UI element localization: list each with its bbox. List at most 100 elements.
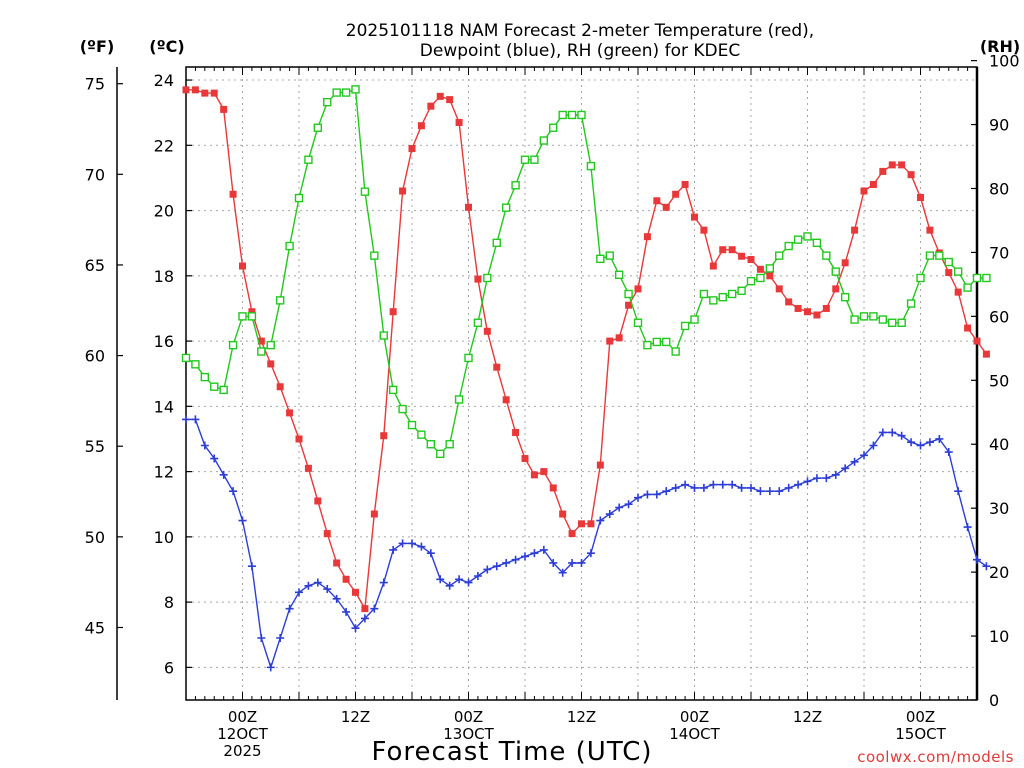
temperature-point	[587, 520, 595, 528]
source-credit: coolwx.com/models	[857, 748, 1014, 766]
time-tick-label: 2025	[223, 742, 261, 760]
dewpoint-point	[276, 634, 285, 643]
fahrenheit-tick-label: 70	[85, 165, 105, 184]
rh-point	[360, 187, 370, 196]
rh-point	[492, 238, 501, 248]
temperature-point	[672, 190, 680, 198]
celsius-tick-label: 22	[154, 136, 174, 155]
fahrenheit-tick-label: 45	[85, 618, 105, 637]
temperature-point	[756, 265, 764, 273]
dewpoint-line	[186, 418, 987, 670]
rh-point	[972, 273, 982, 283]
rh-point	[840, 292, 850, 302]
temperature-point	[860, 187, 868, 195]
dewpoint-point	[408, 539, 416, 548]
temperature-point	[333, 559, 341, 567]
rh-point	[370, 251, 379, 260]
temperature-point	[370, 510, 378, 518]
temperature-point	[295, 435, 303, 443]
rh-point	[285, 241, 294, 251]
celsius-tick-label: 6	[164, 658, 174, 677]
fahrenheit-axis: 45 50 55 60 65 70 75	[85, 75, 123, 637]
dewpoint-point	[765, 487, 774, 496]
rh-point	[953, 267, 963, 276]
rh-point	[511, 181, 520, 190]
dewpoint-point	[351, 624, 360, 633]
dewpoint-point	[568, 558, 577, 567]
chart-title-line-2: Dewpoint (blue), RH (green) for KDEC	[420, 41, 740, 61]
rh-point	[228, 340, 238, 350]
time-tick-label: 00Z	[906, 708, 935, 726]
celsius-tick-label: 16	[154, 332, 174, 351]
dewpoint-point	[860, 451, 868, 460]
rh-point	[812, 238, 822, 248]
time-tick-label: 00Z	[228, 708, 257, 726]
temperature-point	[841, 259, 849, 267]
rh-point	[614, 270, 624, 280]
temperature-point	[982, 350, 990, 358]
dewpoint-point	[285, 604, 294, 613]
rh-point	[803, 232, 812, 241]
temperature-point	[907, 171, 915, 179]
dewpoint-point	[257, 634, 266, 643]
rh-point	[982, 273, 991, 283]
chart-title-line-1: 2025101118 NAM Forecast 2-meter Temperat…	[346, 21, 814, 41]
dewpoint-point	[681, 480, 690, 489]
rh-tick-label: 80	[989, 179, 1009, 198]
dewpoint-point	[747, 483, 755, 492]
dewpoint-point	[200, 441, 209, 450]
temperature-point	[455, 118, 463, 126]
time-tick-label: 12Z	[341, 708, 370, 726]
rh-point	[906, 299, 916, 308]
time-tick-label: 15OCT	[895, 725, 946, 743]
rh-point	[577, 110, 586, 120]
temperature-point	[832, 285, 840, 293]
dewpoint-point	[634, 493, 642, 502]
celsius-unit-label: (ºC)	[149, 37, 184, 56]
rh-point	[407, 420, 417, 430]
rh-point	[436, 449, 445, 459]
dewpoint-point	[963, 523, 972, 532]
temperature-point	[869, 180, 877, 188]
dewpoint-point	[756, 487, 765, 496]
temperature-point	[521, 455, 529, 463]
rh-point	[596, 254, 605, 264]
temperature-point	[549, 484, 557, 492]
rh-point	[746, 276, 756, 286]
rh-point	[935, 251, 944, 260]
fahrenheit-tick-label: 60	[85, 347, 105, 366]
dewpoint-point	[954, 487, 963, 496]
rh-point	[266, 340, 275, 350]
dewpoint-point	[558, 568, 567, 577]
dewpoint-point	[822, 474, 831, 483]
temperature-point	[578, 520, 585, 528]
dewpoint-point	[549, 558, 558, 567]
rh-point	[586, 161, 596, 171]
dewpoint-point	[539, 545, 548, 554]
rh-point	[643, 340, 652, 350]
celsius-tick-label: 10	[154, 528, 174, 547]
temperature-point	[342, 575, 350, 583]
dewpoint-point	[728, 480, 737, 489]
dewpoint-point	[464, 578, 473, 587]
temperature-point	[879, 167, 887, 175]
temperature-point	[191, 86, 199, 94]
dewpoint-point	[869, 441, 878, 450]
rh-point	[388, 385, 398, 395]
rh-point	[294, 193, 304, 203]
dewpoint-point	[229, 487, 238, 496]
rh-tick-label: 60	[989, 307, 1009, 326]
series-layer	[181, 85, 991, 672]
rh-point	[181, 353, 191, 363]
time-tick-label: 13OCT	[443, 725, 494, 743]
dewpoint-point	[812, 474, 821, 483]
fahrenheit-tick-label: 65	[85, 256, 105, 275]
rh-point	[897, 318, 906, 327]
dewpoint-point	[360, 614, 369, 623]
temperature-point	[229, 190, 237, 198]
temperature-point	[540, 468, 548, 476]
rh-point	[850, 315, 859, 324]
rh-tick-label: 10	[989, 627, 1009, 646]
rh-point	[417, 430, 426, 439]
rh-series	[181, 85, 991, 459]
